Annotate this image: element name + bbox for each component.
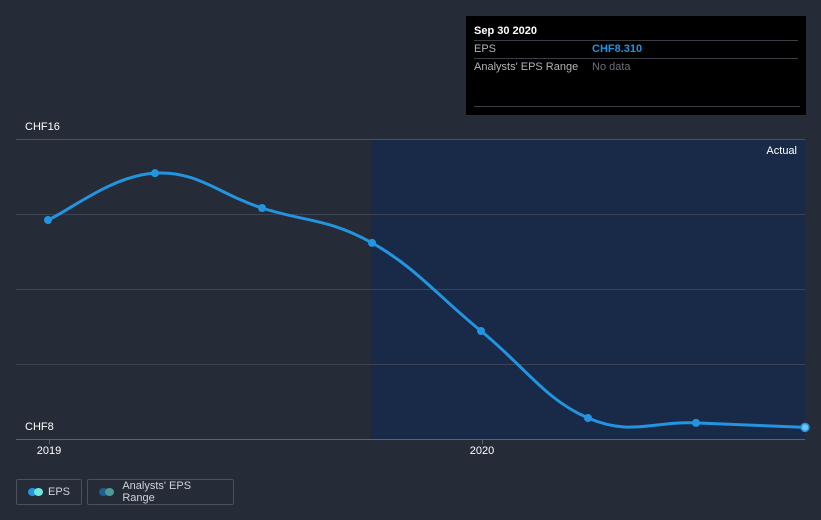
legend-range-label: Analysts' EPS Range [122, 480, 192, 504]
x-axis-label-2020: 2020 [469, 445, 495, 457]
tooltip-range-label: Analysts' EPS Range [474, 61, 579, 73]
eps-data-point[interactable] [692, 418, 700, 427]
tooltip-row-range: Analysts' EPS Range No data [474, 58, 798, 76]
eps-data-point[interactable] [584, 414, 592, 422]
tooltip-range-value: No data [592, 61, 631, 73]
y-axis-bottom-label: CHF8 [25, 421, 54, 433]
legend-item-analysts-range[interactable]: Analysts' EPS Range [87, 479, 234, 505]
eps-legend-icon [28, 488, 43, 496]
chart-legend: EPS Analysts' EPS Range [16, 479, 234, 505]
chart-tooltip: Sep 30 2020 EPS CHF8.310 Analysts' EPS R… [466, 16, 806, 115]
eps-data-point[interactable] [44, 216, 52, 224]
x-axis-label-2019: 2019 [36, 445, 62, 457]
tooltip-eps-label: EPS [474, 43, 497, 55]
eps-data-point[interactable] [368, 238, 376, 247]
tooltip-date: Sep 30 2020 [474, 25, 537, 37]
legend-item-eps[interactable]: EPS [16, 479, 82, 505]
tooltip-divider [474, 106, 800, 107]
tooltip-eps-value: CHF8.310 [592, 43, 643, 55]
eps-data-point[interactable] [258, 204, 266, 212]
eps-data-point[interactable] [800, 422, 810, 433]
eps-data-point[interactable] [151, 169, 159, 178]
eps-points [44, 169, 810, 433]
legend-eps-label: EPS [47, 486, 70, 498]
range-legend-icon [99, 488, 114, 496]
tooltip-row-eps: EPS CHF8.310 [474, 40, 798, 58]
eps-line [46, 171, 807, 429]
eps-data-point[interactable] [477, 327, 485, 335]
y-axis-top-label: CHF16 [25, 121, 60, 133]
actual-region-label: Actual [766, 145, 797, 157]
